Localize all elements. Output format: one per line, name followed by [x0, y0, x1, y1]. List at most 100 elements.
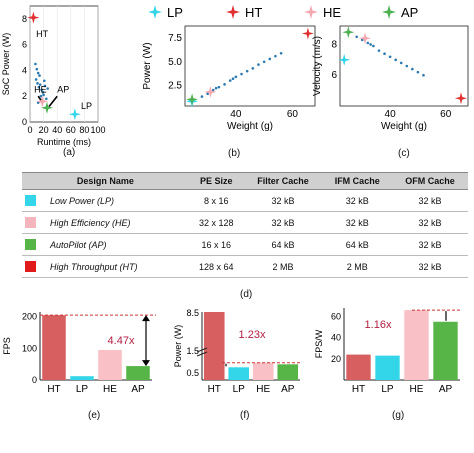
caption-f: (f) [240, 410, 250, 421]
data-point [416, 70, 420, 74]
data-point [257, 63, 260, 66]
marker-ap [41, 101, 53, 114]
y-tick-label: 8 [22, 14, 27, 24]
y-axis-label: SoC Power (W) [1, 33, 11, 96]
caption-a: (a) [63, 147, 76, 158]
x-tick-label: LP [76, 384, 89, 395]
data-point [38, 74, 41, 77]
y-tick-label: 6 [331, 70, 337, 81]
x-tick-label: AP [281, 384, 295, 395]
data-point [200, 95, 204, 98]
caption-b: (b) [228, 148, 241, 159]
plot-frame [339, 25, 469, 107]
bar-ap [433, 321, 458, 380]
x-tick-label: 0 [27, 125, 32, 135]
data-point [268, 57, 272, 61]
design-name: Low Power (LP) [50, 195, 115, 206]
filter-cache: 64 kB [243, 233, 323, 256]
y-tick-label: 1.5 [186, 346, 199, 356]
caption-c: (c) [398, 148, 410, 159]
marker-ht [455, 92, 467, 105]
x-tick-label: 60 [287, 109, 299, 120]
bar-ap [277, 364, 299, 380]
caption-g: (g) [392, 410, 405, 421]
y-tick-label: 0 [22, 117, 27, 127]
axis-break-mark [196, 347, 208, 357]
data-point [214, 86, 218, 90]
arrow-head-up [142, 315, 150, 322]
y-tick-label: 4 [22, 65, 27, 75]
caption-e: (e) [88, 410, 101, 421]
chart-e: HT LP HE AP FPS 0 100 200 4.47x [2, 312, 156, 395]
color-swatch [25, 239, 36, 250]
legend-label-lp: LP [167, 5, 183, 20]
y-axis-label: FPS/W [314, 329, 324, 358]
data-point [372, 44, 375, 48]
x-axis-label: Weight (g) [381, 121, 427, 132]
annotation-he: HE [34, 84, 47, 94]
table-row: Low Power (LP) 8 x 16 32 kB 32 kB 32 kB [22, 189, 468, 212]
bar-lp [375, 355, 400, 380]
y-tick-label: 2 [22, 91, 27, 101]
x-tick-label: LP [381, 384, 394, 395]
design-name: AutoPilot (AP) [50, 239, 107, 250]
data-point [262, 60, 266, 64]
table-header-row: Design Name PE Size Filter Cache IFM Cac… [22, 172, 468, 190]
data-point [41, 91, 45, 94]
data-point [36, 71, 40, 75]
design-table: Design Name PE Size Filter Cache IFM Cac… [22, 172, 468, 278]
marker-ht [27, 11, 40, 24]
x-tick-label: 60 [440, 109, 452, 120]
filter-cache: 32 kB [243, 211, 323, 234]
x-tick-label: HT [208, 384, 221, 395]
data-point [206, 92, 209, 96]
data-point [405, 64, 409, 68]
bar-he [98, 349, 122, 380]
y-tick-label: 0 [32, 375, 37, 385]
annotation-ap: AP [57, 84, 69, 94]
data-point [366, 41, 370, 45]
chart-f: HT LP HE AP Power (W)0.5 1.5 8.5 1.23x [173, 308, 300, 395]
data-point [388, 55, 392, 59]
marker-ht [301, 27, 314, 40]
y-tick-label: 0.5 [186, 368, 199, 378]
data-point [399, 61, 403, 65]
arrow-head-down [142, 360, 150, 367]
legend-marker-he [304, 5, 318, 19]
arrow-ap [48, 95, 58, 108]
header-design-name: Design Name [22, 172, 189, 190]
x-tick-label: HT [47, 384, 60, 395]
data-point [34, 78, 38, 81]
bar-he [404, 310, 429, 380]
pe-size: 8 x 16 [188, 189, 244, 212]
x-tick-label: AP [439, 384, 453, 395]
y-tick-label: 5.0 [168, 57, 182, 68]
marker-lp [338, 53, 351, 66]
y-tick-label: 60 [331, 311, 341, 321]
data-point [38, 83, 42, 86]
ratio-annotation: 1.16x [365, 319, 392, 331]
chart-c: 40 60 6 8 Weight (g) Velocity (m/s) [312, 25, 469, 132]
y-tick-label: 40 [331, 333, 341, 343]
pe-size: 128 x 64 [188, 255, 244, 278]
pe-size: 32 x 128 [188, 211, 244, 234]
x-tick-label: HT [352, 384, 365, 395]
x-tick-label: 80 [79, 125, 89, 135]
y-axis-label: FPS [2, 337, 12, 355]
x-tick-label: HE [256, 384, 270, 395]
marker-lp [68, 108, 81, 121]
data-point [369, 43, 372, 46]
bar-ht [203, 312, 225, 380]
chart-g: HT LP HE AP FPS/W 20 40 60 1.16x [314, 308, 462, 395]
table-row: High Efficiency (HE) 32 x 128 32 kB 32 k… [22, 211, 468, 234]
x-tick-label: LP [233, 384, 246, 395]
y-tick-label: 200 [22, 312, 37, 322]
marker-he [204, 85, 217, 98]
data-point [383, 52, 386, 55]
plot-frame [184, 25, 316, 107]
legend: LP HT HE AP [148, 5, 418, 20]
data-point [43, 84, 47, 88]
legend-marker-lp [148, 5, 162, 19]
data-point [251, 67, 255, 70]
ofm-cache: 32 kB [391, 211, 468, 234]
